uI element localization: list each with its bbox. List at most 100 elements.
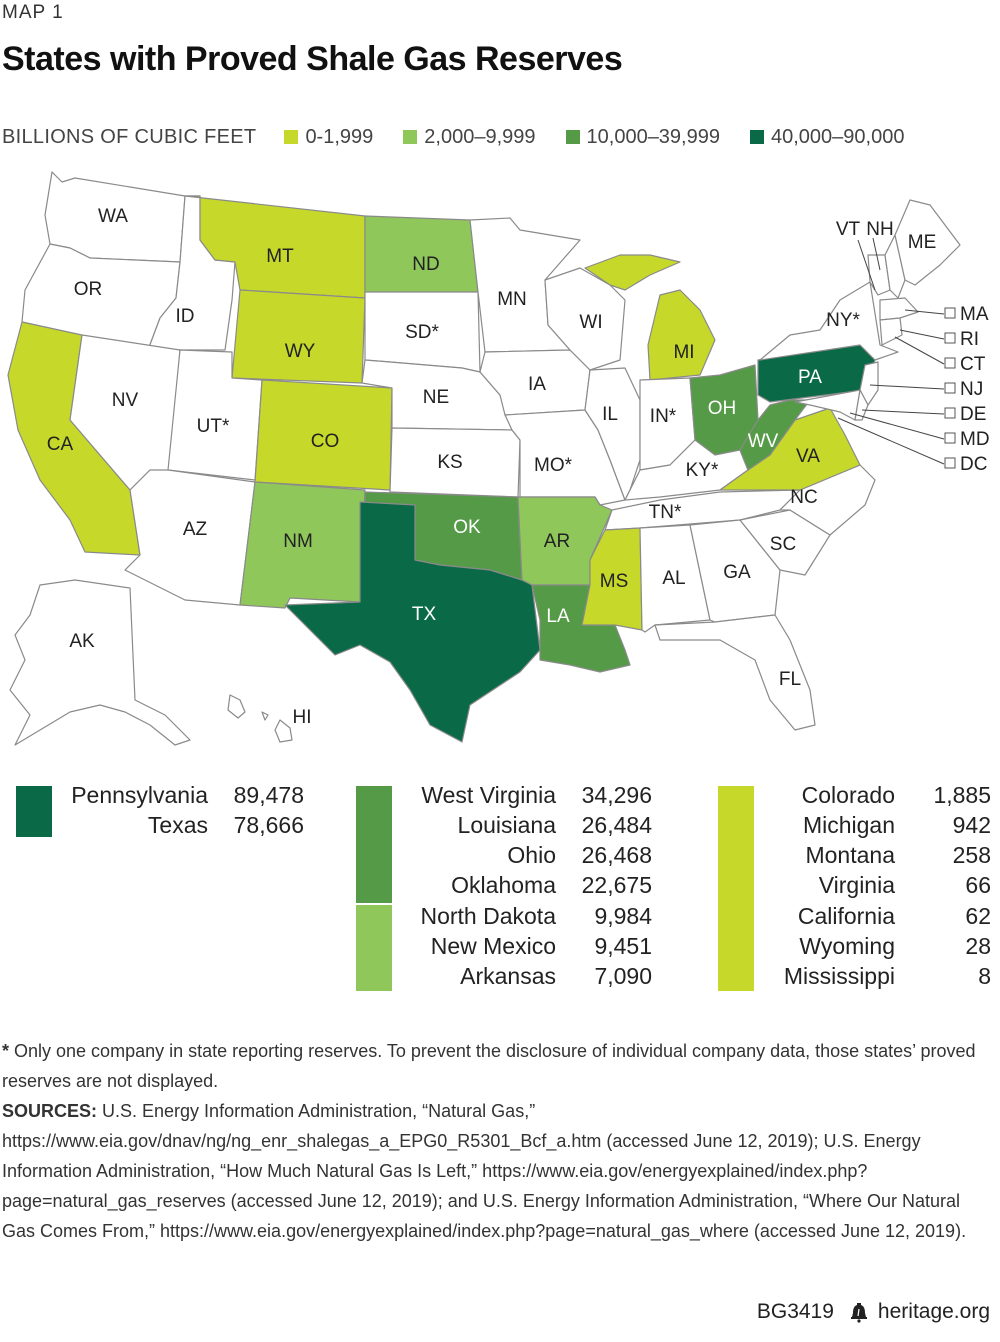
state-value: 22,675 — [581, 872, 652, 898]
state-MI-upper — [584, 254, 681, 291]
asterisk-note: * Only one company in state reporting re… — [2, 1036, 992, 1096]
state-NC — [779, 464, 876, 536]
label-WV: WV — [748, 431, 779, 452]
state-DE — [854, 389, 869, 421]
state-value: 89,478 — [233, 782, 304, 808]
label-MI: MI — [673, 342, 694, 363]
footer-site: heritage.org — [877, 1300, 990, 1323]
legend-swatch — [403, 130, 418, 144]
table-row: Michigan 942 — [718, 810, 991, 840]
state-KS — [389, 427, 521, 498]
callout-lines — [837, 237, 945, 465]
state-name: Pennsylvania — [71, 782, 208, 808]
tier1-color-bar — [718, 786, 754, 991]
label-NJ: NJ — [960, 379, 983, 400]
legend-label: 40,000–90,000 — [770, 125, 905, 148]
label-WY: WY — [285, 341, 316, 362]
state-ME — [894, 199, 961, 286]
label-CT: CT — [960, 354, 986, 375]
legend-label: 2,000–9,999 — [424, 125, 536, 148]
footnotes: * Only one company in state reporting re… — [2, 1036, 992, 1246]
table-row: Mississippi 8 — [718, 961, 991, 991]
state-value: 9,984 — [594, 903, 652, 929]
state-value: 26,468 — [581, 842, 652, 868]
state-KY — [624, 439, 749, 501]
label-NV: NV — [112, 390, 139, 411]
tier4-color-bar — [16, 786, 52, 837]
label-TX: TX — [412, 604, 437, 625]
state-name: Ohio — [507, 842, 556, 868]
state-FL — [654, 614, 816, 731]
label-WA: WA — [98, 206, 128, 227]
state-value: 28 — [965, 933, 991, 959]
state-CT — [879, 317, 903, 346]
state-name: Michigan — [802, 812, 895, 838]
state-NJ — [859, 361, 879, 406]
label-SC: SC — [770, 534, 796, 555]
table-row: Virginia 66 — [718, 870, 991, 900]
label-PA: PA — [798, 367, 822, 388]
table-row: Ohio 26,468 — [356, 840, 652, 870]
label-MA: MA — [960, 304, 989, 325]
label-AL: AL — [662, 568, 685, 589]
state-AK — [9, 579, 191, 746]
state-name: Oklahoma — [451, 872, 556, 898]
label-VT: VT — [836, 219, 861, 240]
state-value: 258 — [952, 842, 991, 868]
table-row: Texas 78,666 — [16, 810, 304, 840]
label-KS: KS — [437, 452, 462, 473]
state-value: 26,484 — [581, 812, 652, 838]
table-row: Montana 258 — [718, 840, 991, 870]
label-LA: LA — [546, 606, 570, 627]
state-NM — [239, 481, 366, 609]
label-SD: SD* — [405, 322, 439, 343]
state-MD — [794, 389, 861, 421]
state-name: Texas — [147, 812, 208, 838]
label-ID: ID — [176, 306, 195, 327]
label-IL: IL — [602, 404, 618, 425]
state-WY — [231, 289, 366, 384]
state-name: Montana — [805, 842, 895, 868]
state-name: Colorado — [801, 782, 895, 808]
label-GA: GA — [723, 562, 751, 583]
label-DE: DE — [960, 404, 986, 425]
asterisk-mark: * — [2, 1041, 10, 1061]
state-value: 34,296 — [581, 782, 652, 808]
state-name: Virginia — [818, 872, 895, 898]
reserves-tables: Pennsylvania 89,478 Texas 78,666 West Vi… — [0, 780, 1000, 995]
state-name: Mississippi — [783, 963, 895, 989]
label-NM: NM — [283, 531, 313, 552]
sources-label: SOURCES: — [2, 1101, 98, 1121]
label-NY: NY* — [826, 310, 860, 331]
label-MT: MT — [266, 246, 294, 267]
state-value: 942 — [952, 812, 991, 838]
state-NY — [759, 281, 899, 361]
label-UT: UT* — [197, 416, 230, 437]
state-value: 78,666 — [233, 812, 304, 838]
tier2-color-bar — [356, 905, 392, 991]
label-NH: NH — [866, 219, 893, 240]
state-value: 9,451 — [594, 933, 652, 959]
legend-label: 10,000–39,999 — [586, 125, 720, 148]
table-row: New Mexico 9,451 — [356, 931, 652, 961]
state-name: New Mexico — [430, 933, 556, 959]
us-map-svg: WA OR CA ID NV MT WY UT* AZ CO NM ND SD*… — [7, 171, 990, 746]
table-row: Oklahoma 22,675 — [356, 870, 652, 900]
label-MN: MN — [497, 289, 527, 310]
state-MA — [879, 297, 919, 321]
label-ND: ND — [412, 254, 439, 275]
label-DC: DC — [960, 454, 987, 475]
sources-text: U.S. Energy Information Administration, … — [2, 1101, 967, 1241]
state-value: 62 — [965, 903, 991, 929]
state-SC — [739, 509, 831, 576]
label-MD: MD — [960, 429, 990, 450]
label-OR: OR — [74, 279, 103, 300]
state-value: 1,885 — [933, 782, 991, 808]
label-IA: IA — [528, 374, 546, 395]
label-RI: RI — [960, 329, 979, 350]
legend-item-tier1: 0-1,999 — [284, 126, 373, 149]
label-KY: KY* — [686, 460, 719, 481]
label-AK: AK — [69, 631, 95, 652]
us-map: WA OR CA ID NV MT WY UT* AZ CO NM ND SD*… — [0, 165, 1000, 755]
legend-label: 0-1,999 — [305, 125, 374, 148]
